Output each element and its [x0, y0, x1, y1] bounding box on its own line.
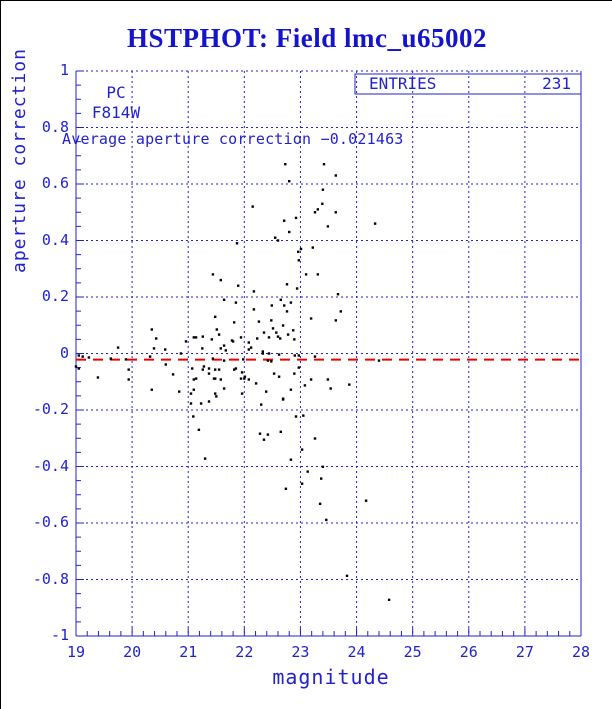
x-tick-label: 28 — [571, 643, 591, 661]
entries-box: ENTRIES 231 — [355, 74, 581, 94]
y-tick-label: -0.8 — [32, 569, 69, 588]
y-tick-label: 0 — [59, 343, 69, 362]
y-tick-label: -0.6 — [32, 513, 69, 531]
x-axis-label: magnitude — [272, 665, 390, 689]
y-tick-label: 1 — [59, 61, 69, 79]
x-tick-label: 24 — [347, 643, 366, 661]
y-tick-label: 0.2 — [41, 287, 69, 305]
x-tick-label: 22 — [235, 643, 254, 661]
y-tick-label: 0.4 — [41, 230, 69, 249]
y-tick-label: -1 — [50, 626, 69, 644]
x-tick-label: 25 — [403, 643, 422, 661]
x-tick-label: 23 — [291, 643, 310, 661]
y-tick-label: -0.4 — [32, 456, 69, 475]
page-title: HSTPHOT: Field lmc_u65002 — [126, 23, 487, 53]
x-tick-label: 21 — [179, 643, 198, 661]
entries-value: 231 — [542, 74, 571, 93]
entries-label: ENTRIES — [369, 74, 437, 93]
x-tick-label: 19 — [66, 643, 86, 661]
filter-label: F814W — [91, 103, 141, 122]
y-tick-label: 0.6 — [41, 174, 69, 192]
x-tick-label: 27 — [515, 643, 534, 661]
y-tick-label: -0.2 — [32, 400, 69, 418]
y-tick-label: 0.8 — [41, 117, 69, 136]
x-tick-label: 26 — [459, 643, 478, 661]
x-tick-label: 20 — [123, 643, 142, 661]
average-correction-annotation: Average aperture correction −0.021463 — [62, 130, 404, 148]
detector-label: PC — [106, 83, 126, 102]
